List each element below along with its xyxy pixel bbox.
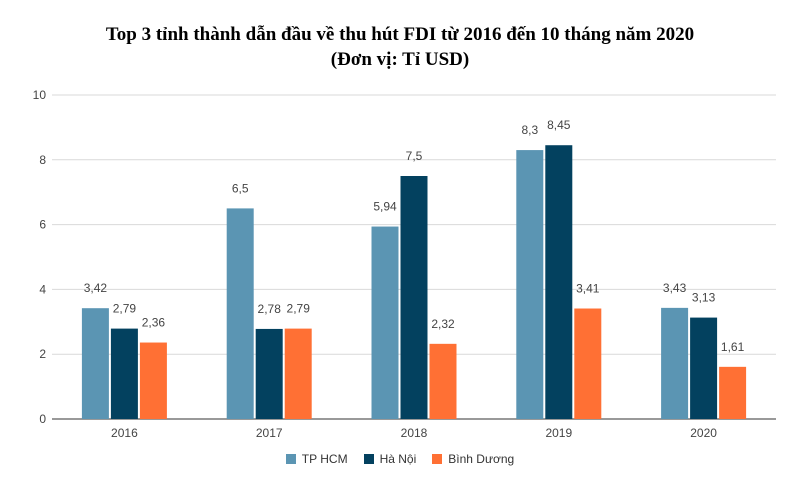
bar	[255, 328, 283, 419]
bar	[139, 342, 167, 419]
bar	[545, 145, 573, 419]
data-label: 5,94	[373, 200, 397, 214]
bar	[574, 308, 602, 419]
y-tick-label: 6	[39, 218, 46, 232]
y-tick-label: 10	[33, 88, 47, 102]
data-label: 3,43	[663, 281, 687, 295]
data-label: 7,5	[406, 149, 423, 163]
bar	[516, 150, 544, 419]
data-label: 8,3	[521, 123, 538, 137]
bar	[400, 176, 428, 419]
y-tick-label: 0	[39, 412, 46, 426]
data-label: 2,36	[142, 316, 166, 330]
legend-label: Hà Nội	[379, 452, 417, 466]
x-tick-label: 2018	[401, 426, 428, 440]
bar	[226, 208, 254, 419]
x-tick-label: 2016	[111, 426, 138, 440]
legend-item: Hà Nội	[363, 452, 417, 466]
y-tick-label: 8	[39, 153, 46, 167]
chart-title-block: Top 3 tỉnh thành dẫn đầu về thu hút FDI …	[0, 22, 800, 72]
data-label: 1,61	[721, 340, 745, 354]
data-label: 2,32	[431, 317, 455, 331]
legend-swatch	[432, 454, 443, 464]
legend-swatch	[285, 454, 296, 464]
chart-title: Top 3 tỉnh thành dẫn đầu về thu hút FDI …	[105, 24, 695, 45]
bar	[429, 343, 457, 419]
data-label: 2,79	[113, 302, 137, 316]
y-tick-label: 2	[39, 347, 46, 361]
bar	[371, 226, 399, 419]
data-label: 8,45	[547, 118, 571, 132]
chart-subtitle: (Đơn vị: Tỉ USD)	[330, 49, 470, 70]
y-tick-label: 4	[39, 282, 46, 296]
legend-label: TP HCM	[301, 452, 348, 466]
data-label: 3,13	[692, 291, 716, 305]
bar	[719, 366, 747, 419]
bar	[81, 308, 109, 419]
bar	[284, 328, 312, 419]
bar	[110, 328, 138, 419]
data-label: 2,79	[287, 302, 311, 316]
x-tick-label: 2019	[545, 426, 572, 440]
bar	[661, 307, 689, 419]
bar	[690, 317, 718, 419]
legend: TP HCM Hà Nội Bình Dương	[0, 452, 800, 466]
data-label: 3,41	[576, 282, 600, 296]
data-label: 6,5	[232, 181, 249, 195]
data-label: 2,78	[258, 302, 282, 316]
legend-label: Bình Dương	[448, 452, 515, 466]
legend-swatch	[363, 454, 374, 464]
legend-item: TP HCM	[285, 452, 348, 466]
legend-item: Bình Dương	[432, 452, 514, 466]
data-label: 3,42	[84, 281, 108, 295]
x-tick-label: 2020	[690, 426, 717, 440]
x-tick-label: 2017	[256, 426, 283, 440]
